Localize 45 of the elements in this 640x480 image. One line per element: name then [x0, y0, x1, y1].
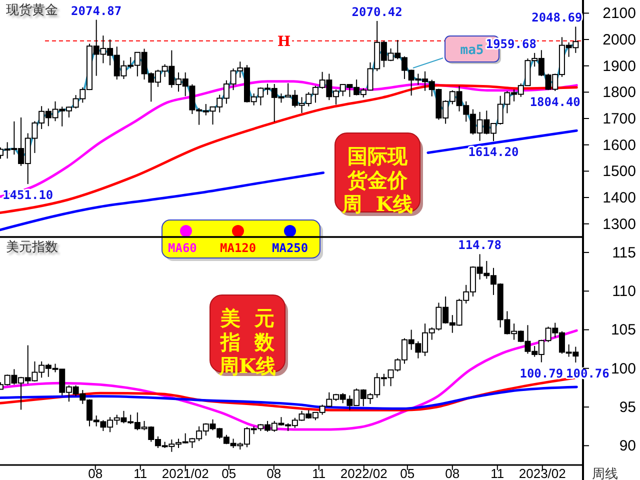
text: ma5	[460, 43, 484, 58]
chart-title: 美元指数	[6, 239, 58, 255]
y-tick-label: 1600	[602, 136, 636, 154]
x-tick-label: 11	[490, 466, 504, 480]
y-tick-label: 105	[610, 322, 636, 339]
x-tick-label: 11	[312, 466, 326, 480]
x-tick-label: 08	[266, 466, 282, 480]
x-axis-title: 周线	[592, 467, 618, 480]
ref-line-label: H	[277, 34, 291, 50]
x-tick-label: 2023/02	[518, 466, 566, 480]
legend-label: MA250	[272, 241, 308, 255]
x-tick-label: 11	[134, 466, 148, 480]
x-tick-label: 2021/02	[162, 466, 209, 480]
x-tick-label: 2022/02	[340, 466, 388, 480]
y-tick-label: 90	[619, 438, 636, 455]
y-tick-label: 1400	[602, 190, 636, 206]
annotation: 国际现货金价周 K线	[340, 144, 414, 216]
line-series	[0, 84, 578, 214]
y-tick-label: 110	[612, 283, 636, 300]
annotation: 2074.87	[71, 4, 122, 18]
x-tick-label: 05	[222, 466, 236, 480]
annotation: 1614.20	[468, 145, 519, 160]
y-tick-label: 1800	[602, 84, 636, 102]
annotation: 114.78	[458, 238, 502, 252]
y-tick-label: 1900	[602, 58, 636, 75]
annotation: 美 元指 数周K线	[218, 306, 276, 378]
y-tick-label: 95	[619, 399, 636, 416]
chart-title: 现货黄金	[6, 3, 58, 18]
x-tick-label: 08	[445, 466, 460, 480]
annotation: 2070.42	[352, 4, 402, 19]
x-tick-label: 05	[400, 466, 415, 480]
y-tick-label: 2100	[602, 5, 636, 22]
annotation: 1804.40	[530, 95, 580, 110]
y-tick-label: 1300	[602, 216, 636, 233]
annotation: 2048.69	[532, 10, 582, 25]
x-tick-label: 08	[88, 466, 103, 480]
y-tick-label: 1700	[602, 110, 636, 128]
y-tick-label: 100	[610, 360, 636, 378]
y-tick-label: 2000	[602, 32, 636, 48]
legend-label: MA120	[220, 241, 256, 255]
annotation: 100.79	[520, 366, 564, 380]
annotation: 1451.10	[2, 188, 54, 202]
y-tick-label: 1500	[602, 163, 636, 180]
legend-label: MA60	[168, 241, 197, 255]
y-tick-label: 115	[612, 244, 636, 262]
